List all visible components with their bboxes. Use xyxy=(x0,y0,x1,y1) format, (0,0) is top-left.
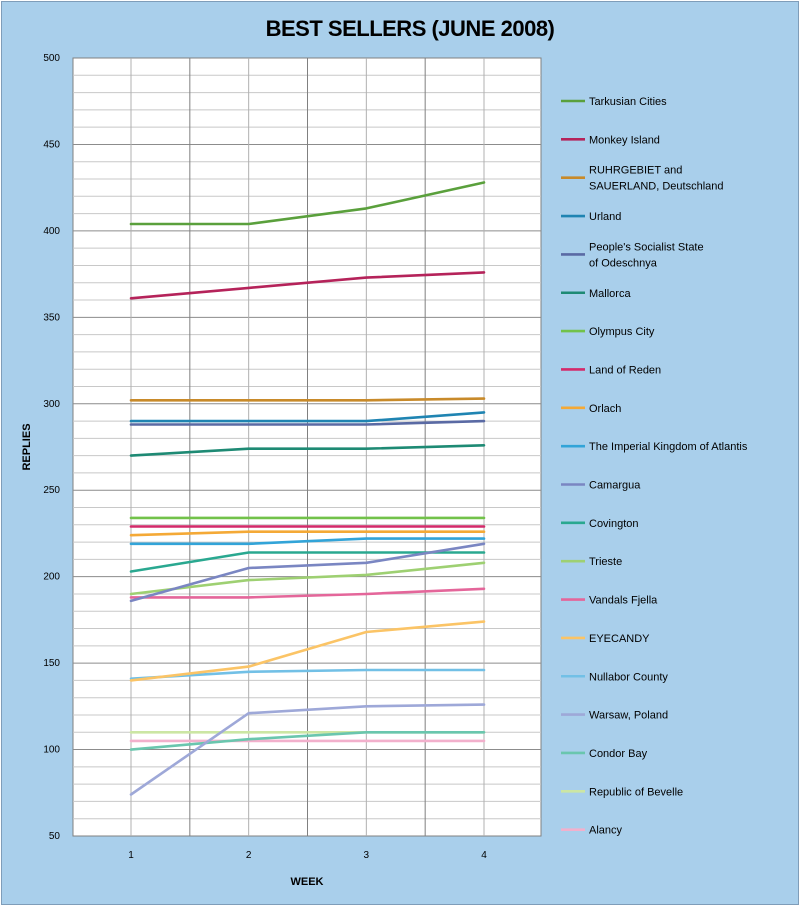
legend-label: Tarkusian Cities xyxy=(589,96,667,108)
series-line xyxy=(129,620,486,682)
series-line xyxy=(129,443,486,457)
legend-label: Orlach xyxy=(589,403,621,415)
legend-label: Camargua xyxy=(589,480,641,492)
legend-item: The Imperial Kingdom of Atlantis xyxy=(561,441,748,453)
series-line xyxy=(129,419,486,426)
y-tick-label: 250 xyxy=(43,485,60,496)
series-line xyxy=(129,542,486,603)
legend-item: Monkey Island xyxy=(561,134,660,146)
legend-label: Monkey Island xyxy=(589,134,660,146)
y-tick-label: 400 xyxy=(43,226,60,237)
x-tick-label: 3 xyxy=(364,850,370,861)
y-tick-label: 450 xyxy=(43,139,60,150)
series-line xyxy=(129,530,486,537)
legend-item: Condor Bay xyxy=(561,748,648,760)
legend-label: Land of Reden xyxy=(589,364,661,376)
legend-item: Urland xyxy=(561,211,621,223)
legend-item: Covington xyxy=(561,518,639,530)
series-line xyxy=(129,703,486,796)
legend-item: Trieste xyxy=(561,556,622,568)
y-tick-label: 50 xyxy=(49,831,61,842)
legend-label: EYECANDY xyxy=(589,633,650,645)
legend-item: RUHRGEBIET and SAUERLAND, Deutschland xyxy=(561,165,724,193)
legend-label: Olympus City xyxy=(589,326,655,338)
series-lines xyxy=(129,181,486,796)
legend: Tarkusian Cities Monkey Island RUHRGEBIET … xyxy=(561,96,748,837)
legend-item: Vandals Fjella xyxy=(561,595,658,607)
y-tick-label: 350 xyxy=(43,312,60,323)
y-tick-label: 150 xyxy=(43,658,60,669)
y-axis-title: REPLIES xyxy=(21,423,33,470)
series-line xyxy=(129,271,486,300)
legend-item: People's Socialist State of Odeschnya xyxy=(561,241,704,269)
legend-label: Mallorca xyxy=(589,288,631,300)
legend-label: Alancy xyxy=(589,825,623,837)
legend-item: Nullabor County xyxy=(561,671,668,683)
series-line xyxy=(129,668,486,681)
legend-label: People's Socialist State of Odeschnya xyxy=(589,241,704,269)
legend-item: Alancy xyxy=(561,825,623,837)
legend-item: Republic of Bevelle xyxy=(561,786,683,798)
grid-lines xyxy=(73,58,541,836)
legend-item: EYECANDY xyxy=(561,633,650,645)
legend-label: Nullabor County xyxy=(589,671,668,683)
chart-title: BEST SELLERS (JUNE 2008) xyxy=(265,16,555,41)
series-line xyxy=(129,587,486,599)
legend-label: The Imperial Kingdom of Atlantis xyxy=(589,441,748,453)
legend-label: Covington xyxy=(589,518,639,530)
series-line xyxy=(129,397,486,402)
legend-item: Orlach xyxy=(561,403,621,415)
x-tick-label: 1 xyxy=(128,850,134,861)
legend-item: Warsaw, Poland xyxy=(561,710,668,722)
legend-label: Warsaw, Poland xyxy=(589,710,668,722)
series-line xyxy=(129,561,486,596)
legend-label: RUHRGEBIET and SAUERLAND, Deutschland xyxy=(589,165,724,193)
y-tick-label: 200 xyxy=(43,572,60,583)
x-tick-label: 2 xyxy=(246,850,252,861)
series-line xyxy=(129,730,486,751)
series-line xyxy=(129,181,486,226)
y-tick-label: 500 xyxy=(43,53,60,64)
legend-item: Tarkusian Cities xyxy=(561,96,667,108)
series-line xyxy=(129,537,486,546)
y-tick-label: 100 xyxy=(43,745,60,756)
series-line xyxy=(129,411,486,423)
legend-label: Vandals Fjella xyxy=(589,595,658,607)
legend-item: Mallorca xyxy=(561,288,631,300)
legend-label: Republic of Bevelle xyxy=(589,786,683,798)
legend-item: Land of Reden xyxy=(561,364,661,376)
x-tick-label: 4 xyxy=(481,850,487,861)
legend-label: Trieste xyxy=(589,556,622,568)
legend-label: Urland xyxy=(589,211,621,223)
x-axis-title: WEEK xyxy=(291,876,324,888)
legend-item: Olympus City xyxy=(561,326,655,338)
y-axis-ticks: 50 100 150 200 250 300 350 400 450 500 xyxy=(43,53,60,842)
legend-label: Condor Bay xyxy=(589,748,648,760)
legend-item: Camargua xyxy=(561,480,641,492)
y-tick-label: 300 xyxy=(43,399,60,410)
x-axis-ticks: 1 2 3 4 xyxy=(128,850,487,861)
